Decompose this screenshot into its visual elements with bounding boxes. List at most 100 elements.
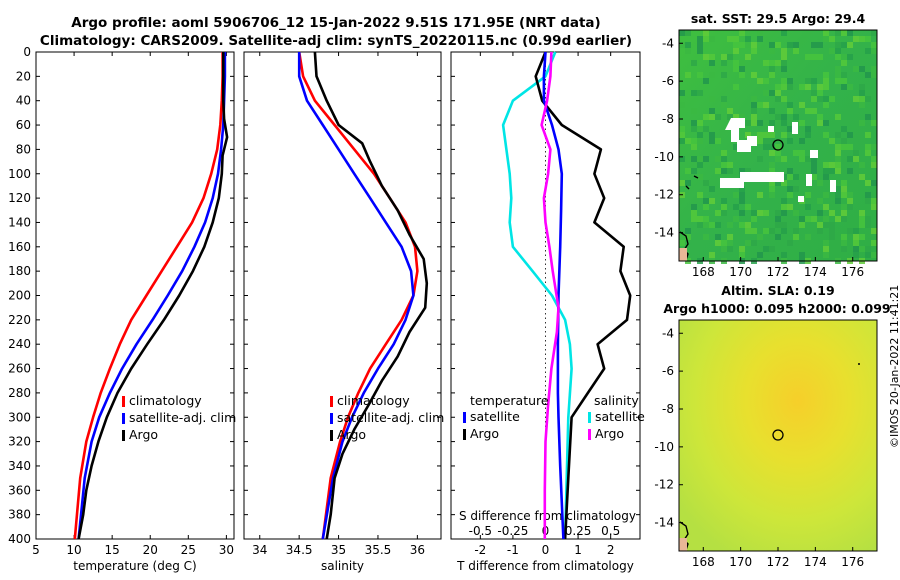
sst-pixel bbox=[751, 120, 757, 126]
sst-pixel bbox=[769, 48, 775, 54]
sst-pixel bbox=[835, 168, 841, 174]
sst-pixel bbox=[781, 96, 787, 102]
legend-label: climatology bbox=[337, 393, 410, 408]
sst-pixel bbox=[703, 54, 709, 60]
sst-pixel bbox=[871, 228, 877, 234]
sst-pixel bbox=[823, 78, 829, 84]
sst-pixel bbox=[811, 90, 817, 96]
sst-pixel bbox=[811, 108, 817, 114]
sst-pixel bbox=[709, 36, 715, 42]
sst-pixel bbox=[805, 234, 811, 240]
sst-pixel bbox=[757, 234, 763, 240]
sst-pixel bbox=[697, 132, 703, 138]
sst-pixel bbox=[769, 138, 775, 144]
legend-label: salinity bbox=[594, 393, 639, 408]
y-tick-label: 120 bbox=[8, 191, 31, 205]
sst-pixel bbox=[805, 108, 811, 114]
sst-pixel bbox=[757, 192, 763, 198]
sst-pixel bbox=[739, 30, 745, 36]
sst-pixel bbox=[841, 54, 847, 60]
sst-pixel bbox=[727, 36, 733, 42]
x2-tick-label: 0.25 bbox=[565, 524, 592, 538]
sst-pixel bbox=[721, 54, 727, 60]
sst-pixel bbox=[751, 216, 757, 222]
sst-pixel bbox=[751, 42, 757, 48]
sst-pixel bbox=[691, 204, 697, 210]
sst-pixel bbox=[739, 60, 745, 66]
sst-pixel bbox=[727, 234, 733, 240]
series-line-argo bbox=[77, 52, 229, 540]
sst-pixel bbox=[757, 120, 763, 126]
x-axis-label: salinity bbox=[321, 559, 364, 573]
sst-pixel bbox=[751, 108, 757, 114]
sst-pixel bbox=[685, 180, 691, 186]
sst-pixel bbox=[697, 192, 703, 198]
y-tick-label: 160 bbox=[8, 240, 31, 254]
sst-pixel bbox=[871, 198, 877, 204]
sst-argo-marker bbox=[772, 139, 784, 151]
sst-pixel bbox=[847, 132, 853, 138]
y-tick-label: 20 bbox=[16, 69, 31, 83]
sst-pixel bbox=[859, 120, 865, 126]
sst-pixel bbox=[757, 210, 763, 216]
sst-pixel bbox=[823, 120, 829, 126]
x-tick-label: 2 bbox=[607, 543, 615, 557]
sst-pixel bbox=[769, 66, 775, 72]
sst-pixel bbox=[829, 96, 835, 102]
y-tick-label: 300 bbox=[8, 410, 31, 424]
sst-pixel bbox=[817, 90, 823, 96]
sst-pixel bbox=[769, 90, 775, 96]
sst-pixel bbox=[787, 204, 793, 210]
sst-pixel bbox=[769, 42, 775, 48]
x-tick-label: -1 bbox=[507, 543, 519, 557]
sst-pixel bbox=[853, 234, 859, 240]
sst-pixel bbox=[847, 30, 853, 36]
sst-pixel bbox=[751, 210, 757, 216]
sst-pixel bbox=[751, 132, 757, 138]
sst-pixel bbox=[865, 198, 871, 204]
sst-pixel bbox=[709, 186, 715, 192]
sst-pixel bbox=[703, 222, 709, 228]
plot-frame bbox=[243, 51, 442, 540]
x-tick-label: 35.5 bbox=[365, 543, 392, 557]
sst-pixel bbox=[733, 60, 739, 66]
map-x-tick-label: 176 bbox=[841, 265, 864, 279]
sst-pixel bbox=[715, 240, 721, 246]
map-x-tick-label: 168 bbox=[692, 265, 715, 279]
sst-pixel bbox=[763, 144, 769, 150]
legend: temperaturesatelliteArgosalinitysatellit… bbox=[463, 393, 645, 441]
sst-pixel bbox=[697, 90, 703, 96]
sst-pixel bbox=[823, 252, 829, 258]
sst-pixel bbox=[769, 180, 775, 186]
sst-pixel bbox=[847, 54, 853, 60]
sst-pixel bbox=[829, 228, 835, 234]
sst-pixel bbox=[739, 246, 745, 252]
sst-pixel bbox=[805, 54, 811, 60]
sst-pixel bbox=[799, 216, 805, 222]
sst-pixel bbox=[823, 222, 829, 228]
x-axis-label: T difference from climatology bbox=[456, 559, 634, 573]
sst-pixel bbox=[763, 132, 769, 138]
sst-pixel bbox=[679, 102, 685, 108]
sst-pixel bbox=[775, 234, 781, 240]
sst-pixel bbox=[859, 90, 865, 96]
sst-pixel bbox=[859, 102, 865, 108]
sst-pixel bbox=[853, 246, 859, 252]
sst-pixel bbox=[679, 240, 685, 246]
sst-pixel bbox=[835, 132, 841, 138]
sst-pixel bbox=[751, 72, 757, 78]
sst-pixel bbox=[697, 138, 703, 144]
sst-pixel bbox=[691, 210, 697, 216]
sst-pixel bbox=[841, 42, 847, 48]
sst-pixel bbox=[769, 168, 775, 174]
sst-pixel bbox=[847, 198, 853, 204]
sst-pixel bbox=[721, 150, 727, 156]
sst-pixel bbox=[859, 84, 865, 90]
sst-pixel bbox=[823, 96, 829, 102]
sst-pixel bbox=[709, 252, 715, 258]
sst-pixel bbox=[805, 204, 811, 210]
map-x-tick-label: 172 bbox=[767, 555, 790, 569]
sst-pixel bbox=[871, 30, 877, 36]
sst-pixel bbox=[751, 48, 757, 54]
sst-pixel bbox=[745, 132, 751, 138]
